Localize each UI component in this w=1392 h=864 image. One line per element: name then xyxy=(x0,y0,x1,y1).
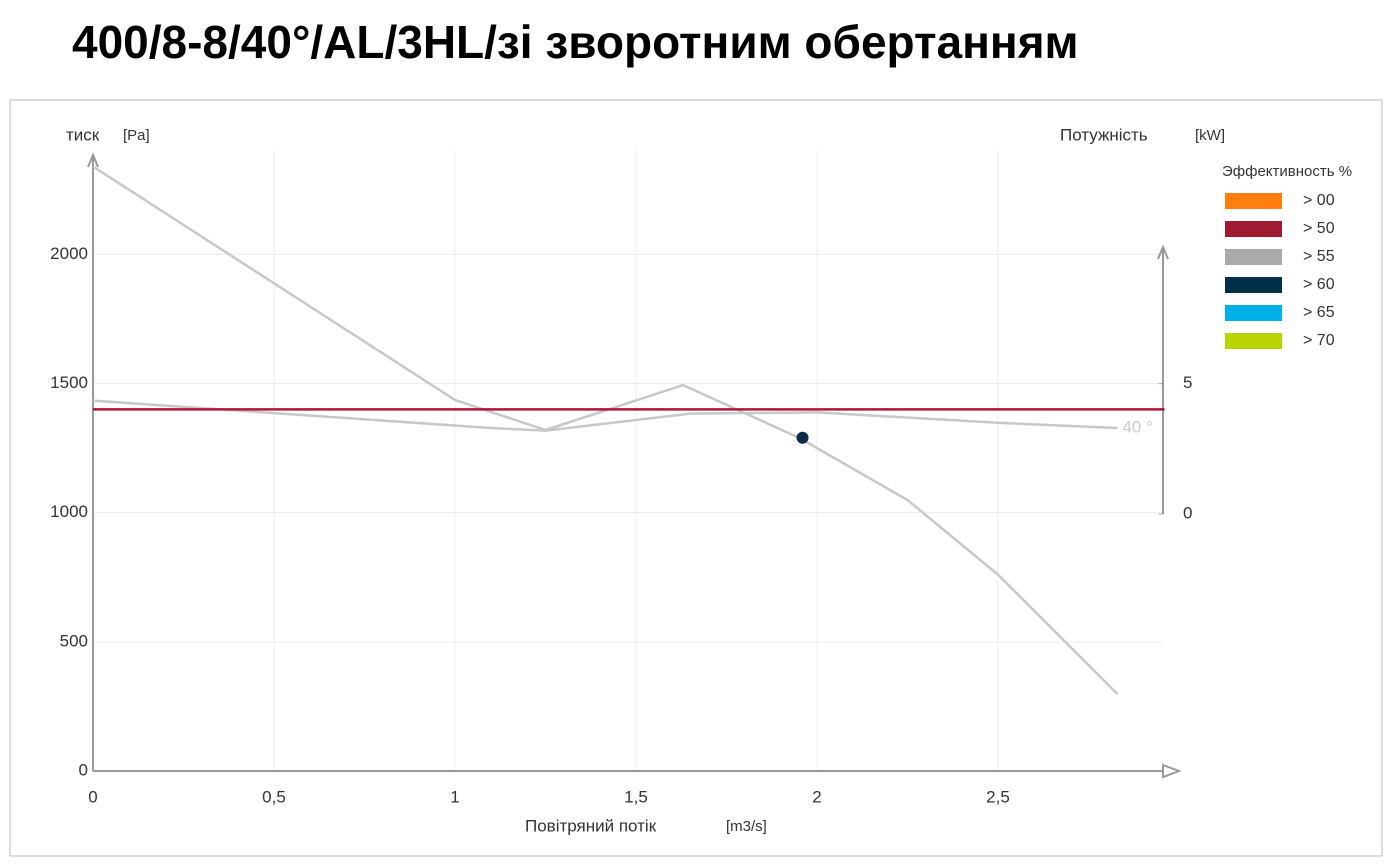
y-axis-unit: [Pa] xyxy=(123,127,150,144)
operating-point xyxy=(796,431,809,444)
chart-title: 400/8-8/40°/AL/3HL/зі зворотним обертанн… xyxy=(72,16,1079,68)
legend-label: > 50 xyxy=(1303,220,1335,237)
legend-label: > 60 xyxy=(1303,276,1335,293)
legend-swatch xyxy=(1225,249,1282,265)
y-axis-label: тиск xyxy=(66,125,100,144)
y2-tick-label: 5 xyxy=(1183,373,1192,392)
chart-frame xyxy=(9,99,1383,857)
y2-tick-label: 0 xyxy=(1183,503,1192,522)
y2-axis-unit: [kW] xyxy=(1195,127,1225,144)
curve-label: 40 ° xyxy=(1122,417,1152,436)
legend-title: Эффективность % xyxy=(1222,163,1352,180)
legend-label: > 55 xyxy=(1303,248,1335,265)
y-tick-label: 500 xyxy=(60,631,88,650)
x-axis-unit: [m3/s] xyxy=(726,818,767,835)
y-axis xyxy=(87,152,99,771)
legend-swatch xyxy=(1225,221,1282,237)
legend-swatch xyxy=(1225,193,1282,209)
x-tick-label: 0,5 xyxy=(262,787,286,806)
legend-swatch xyxy=(1225,305,1282,321)
power-curve xyxy=(92,399,1118,432)
x-tick-label: 1 xyxy=(450,787,459,806)
legend-swatch xyxy=(1225,333,1282,349)
legend-label: > 70 xyxy=(1303,332,1335,349)
pressure-curve xyxy=(92,165,1119,695)
x-tick-label: 2,5 xyxy=(986,787,1010,806)
y-tick-label: 1000 xyxy=(50,502,88,521)
y-tick-label: 1500 xyxy=(50,373,88,392)
legend-swatch xyxy=(1225,277,1282,293)
x-tick-label: 2 xyxy=(812,787,821,806)
x-axis-label: Повітряний потік xyxy=(525,816,657,835)
y-tick-label: 0 xyxy=(79,760,88,779)
x-tick-label: 1,5 xyxy=(624,787,648,806)
y-tick-label: 2000 xyxy=(50,244,88,263)
legend-label: > 00 xyxy=(1303,192,1335,209)
x-tick-label: 0 xyxy=(88,787,97,806)
y2-axis-label: Потужність xyxy=(1060,125,1148,144)
y2-axis xyxy=(1157,244,1169,514)
legend-label: > 65 xyxy=(1303,304,1335,321)
x-axis-arrow xyxy=(1162,763,1182,779)
